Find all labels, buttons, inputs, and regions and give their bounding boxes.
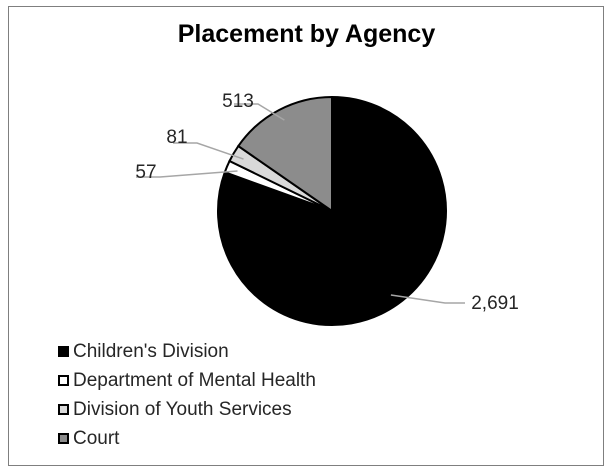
legend-swatch-youth-services	[58, 404, 69, 415]
legend: Children's Division Department of Mental…	[58, 337, 316, 453]
data-label-childrens-division: 2,691	[471, 293, 519, 314]
legend-label-childrens-division: Children's Division	[73, 340, 229, 362]
legend-swatch-mental-health	[58, 375, 69, 386]
legend-label-mental-health: Department of Mental Health	[73, 369, 316, 391]
pie-slice-court	[236, 95, 333, 213]
legend-label-court: Court	[73, 427, 120, 449]
chart-title: Placement by Agency	[177, 20, 436, 48]
leader-line-mental-health	[136, 170, 238, 178]
leader-line-childrens-division	[390, 294, 465, 304]
legend-label-youth-services: Division of Youth Services	[73, 398, 292, 420]
data-label-mental-health: 57	[135, 162, 156, 183]
legend-swatch-childrens-division	[58, 346, 69, 357]
legend-swatch-court	[58, 433, 69, 444]
legend-item-mental-health: Department of Mental Health	[58, 366, 316, 395]
leader-line-court	[234, 103, 285, 121]
legend-item-childrens-division: Children's Division	[58, 337, 316, 366]
legend-item-youth-services: Division of Youth Services	[58, 395, 316, 424]
data-label-court: 513	[222, 91, 254, 112]
data-label-youth-services: 81	[166, 127, 187, 148]
leader-line-youth-services	[173, 142, 244, 160]
legend-item-court: Court	[58, 424, 316, 453]
